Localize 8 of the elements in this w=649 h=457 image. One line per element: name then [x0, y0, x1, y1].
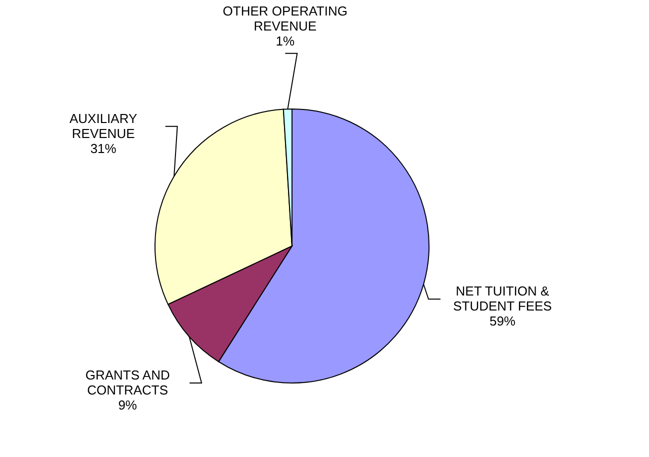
slice-label: GRANTS AND CONTRACTS — [85, 368, 170, 398]
data-label: 9% — [118, 398, 138, 413]
slice-label: NET TUITION & STUDENT FEES — [453, 284, 552, 314]
slice-label: OTHER OPERATING REVENUE — [222, 3, 348, 34]
slice-label: AUXILIARY REVENUE — [69, 110, 138, 141]
data-label: 59% — [489, 314, 516, 329]
data-label: 31% — [90, 140, 117, 156]
data-label: 1% — [276, 33, 295, 48]
